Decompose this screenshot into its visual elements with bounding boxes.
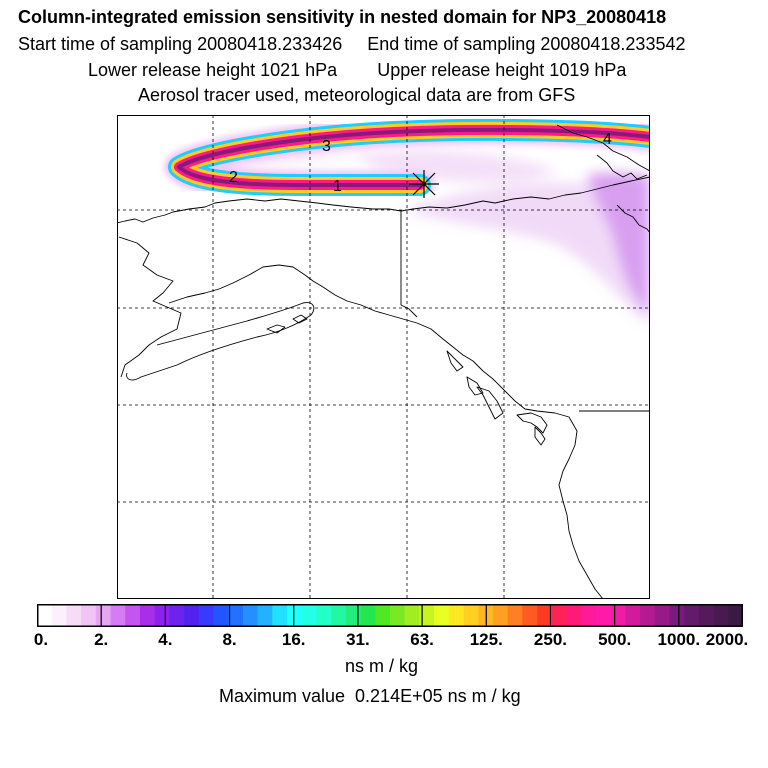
coastlines	[117, 124, 650, 599]
colorbar-frame	[37, 604, 743, 627]
colorbar-swatch	[448, 604, 464, 627]
colorbar-tick-label: 31.	[346, 630, 370, 649]
colorbar-swatch	[316, 604, 332, 627]
track-label-1: 1	[333, 178, 342, 195]
colorbar-swatch	[390, 604, 406, 627]
max-value: Maximum value 0.214E+05 ns m / kg	[219, 686, 521, 706]
release-lower: Lower release height 1021 hPa	[88, 60, 338, 80]
colorbar-tick-label: 16.	[281, 630, 306, 649]
colorbar-swatch	[566, 604, 582, 627]
colorbar-swatch	[257, 604, 273, 627]
colorbar-swatch	[139, 604, 155, 627]
colorbar-swatch	[287, 604, 303, 627]
colorbar-swatch	[331, 604, 347, 627]
sampling-end: End time of sampling 20080418.233542	[367, 34, 686, 54]
colorbar-swatch	[434, 604, 450, 627]
colorbar-tick-label: 2000.	[705, 630, 749, 649]
colorbar-swatch	[625, 604, 641, 627]
emission-plume	[164, 115, 650, 200]
colorbar-swatch	[242, 604, 258, 627]
colorbar-swatch	[551, 604, 567, 627]
release-point-marker	[409, 170, 439, 198]
colorbar-swatch	[522, 604, 538, 627]
sampling-times: Start time of sampling 20080418.233426 E…	[18, 33, 768, 55]
colorbar-tick-label: 4.	[158, 630, 173, 649]
colorbar-units: ns m / kg	[345, 656, 419, 676]
colorbar-swatch	[463, 604, 479, 627]
graticule	[117, 115, 650, 599]
colorbar-swatch	[595, 604, 611, 627]
colorbar-swatch	[66, 604, 82, 627]
colorbar-swatch	[125, 604, 141, 627]
colorbar-swatch	[375, 604, 391, 627]
colorbar-swatch	[419, 604, 435, 627]
colorbar-swatch	[301, 604, 317, 627]
colorbar-swatch	[728, 604, 743, 627]
colorbar-swatch	[37, 604, 53, 627]
colorbar-swatch	[228, 604, 244, 627]
colorbar-swatch	[404, 604, 420, 627]
colorbar-swatch	[360, 604, 376, 627]
colorbar-swatch	[669, 604, 685, 627]
colorbar	[37, 604, 743, 627]
colorbar-swatch	[110, 604, 126, 627]
colorbar-tick-label: 63.	[410, 630, 434, 649]
tracer-info: Aerosol tracer used, meteorological data…	[138, 85, 576, 105]
colorbar-swatch	[713, 604, 729, 627]
colorbar-swatch	[213, 604, 229, 627]
colorbar-swatch	[684, 604, 700, 627]
colorbar-swatch	[51, 604, 67, 627]
colorbar-swatch	[698, 604, 714, 627]
colorbar-swatch	[154, 604, 170, 627]
colorbar-swatch	[272, 604, 288, 627]
colorbar-tick-label: 250.	[533, 630, 567, 649]
colorbar-swatch	[95, 604, 111, 627]
plot-title: Column-integrated emission sensitivity i…	[18, 7, 667, 27]
colorbar-swatch	[198, 604, 214, 627]
release-upper: Upper release height 1019 hPa	[377, 60, 627, 80]
release-heights: Lower release height 1021 hPa Upper rele…	[88, 59, 768, 81]
map-panel: 1 2 3 4	[117, 115, 650, 599]
colorbar-swatch	[537, 604, 553, 627]
sampling-start: Start time of sampling 20080418.233426	[18, 34, 343, 54]
colorbar-swatch	[345, 604, 361, 627]
colorbar-tick-label: 2.	[94, 630, 109, 649]
colorbar-swatch	[640, 604, 656, 627]
colorbar-swatch	[610, 604, 626, 627]
colorbar-tick-label: 125.	[469, 630, 503, 649]
track-label-2: 2	[229, 169, 238, 186]
colorbar-swatch	[654, 604, 670, 627]
track-label-3: 3	[322, 138, 331, 155]
colorbar-swatch	[492, 604, 508, 627]
colorbar-tick-label: 1000.	[657, 630, 701, 649]
track-label-4: 4	[603, 131, 612, 148]
political-borders	[400, 211, 650, 412]
colorbar-tick-label: 0.	[33, 630, 49, 649]
colorbar-swatch	[81, 604, 97, 627]
colorbar-swatch	[507, 604, 523, 627]
colorbar-swatch	[184, 604, 200, 627]
colorbar-tick-label: 8.	[222, 630, 237, 649]
colorbar-tick-label: 500.	[598, 630, 632, 649]
colorbar-swatch	[169, 604, 185, 627]
colorbar-swatch	[581, 604, 597, 627]
